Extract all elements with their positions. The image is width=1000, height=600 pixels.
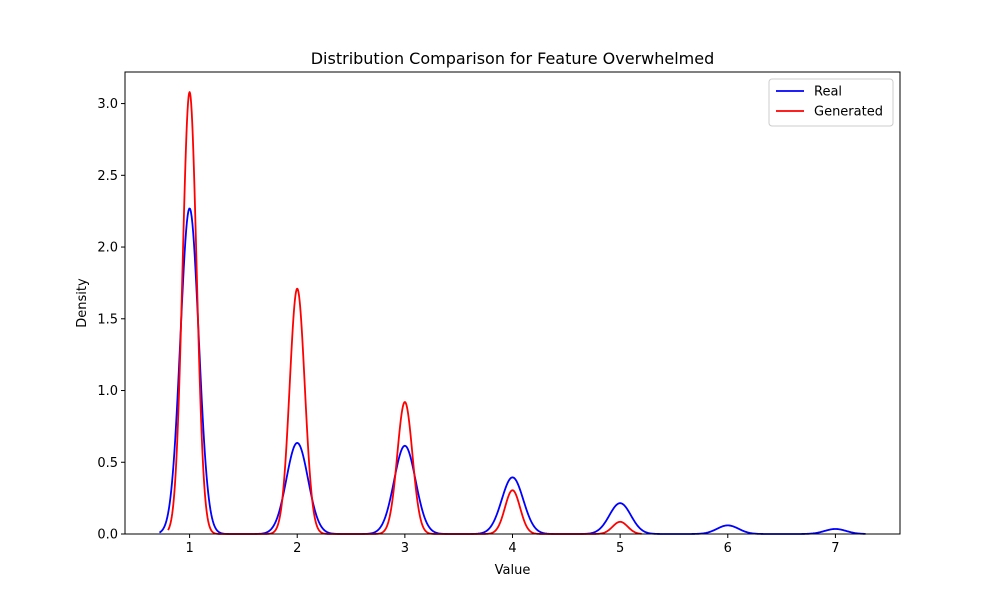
x-tick-label: 5: [616, 541, 624, 556]
legend: Real Generated: [768, 78, 894, 127]
series-line-real: [158, 207, 866, 535]
x-tick-label: 4: [508, 541, 516, 556]
chart-title: Distribution Comparison for Feature Over…: [311, 49, 715, 68]
x-tick-label: 6: [724, 541, 732, 556]
x-tick-label: 3: [401, 541, 409, 556]
y-tick-label: 2.0: [97, 241, 118, 256]
y-tick-label: 1.5: [97, 312, 118, 327]
x-axis-label: Value: [495, 563, 531, 578]
x-axis: 1 2 3 4 5 6 7: [185, 534, 840, 556]
y-tick-label: 3.0: [97, 97, 118, 112]
x-tick-label: 7: [831, 541, 839, 556]
y-tick-label: 2.5: [97, 169, 118, 184]
y-axis-label: Density: [75, 278, 90, 328]
y-tick-label: 0.0: [97, 528, 118, 543]
y-tick-label: 1.0: [97, 384, 118, 399]
x-tick-label: 2: [293, 541, 301, 556]
legend-label-generated: Generated: [814, 105, 883, 120]
y-axis: 0.0 0.5 1.0 1.5 2.0 2.5 3.0: [97, 97, 125, 543]
y-tick-label: 0.5: [97, 456, 118, 471]
x-tick-label: 1: [185, 541, 193, 556]
legend-label-real: Real: [814, 85, 842, 100]
